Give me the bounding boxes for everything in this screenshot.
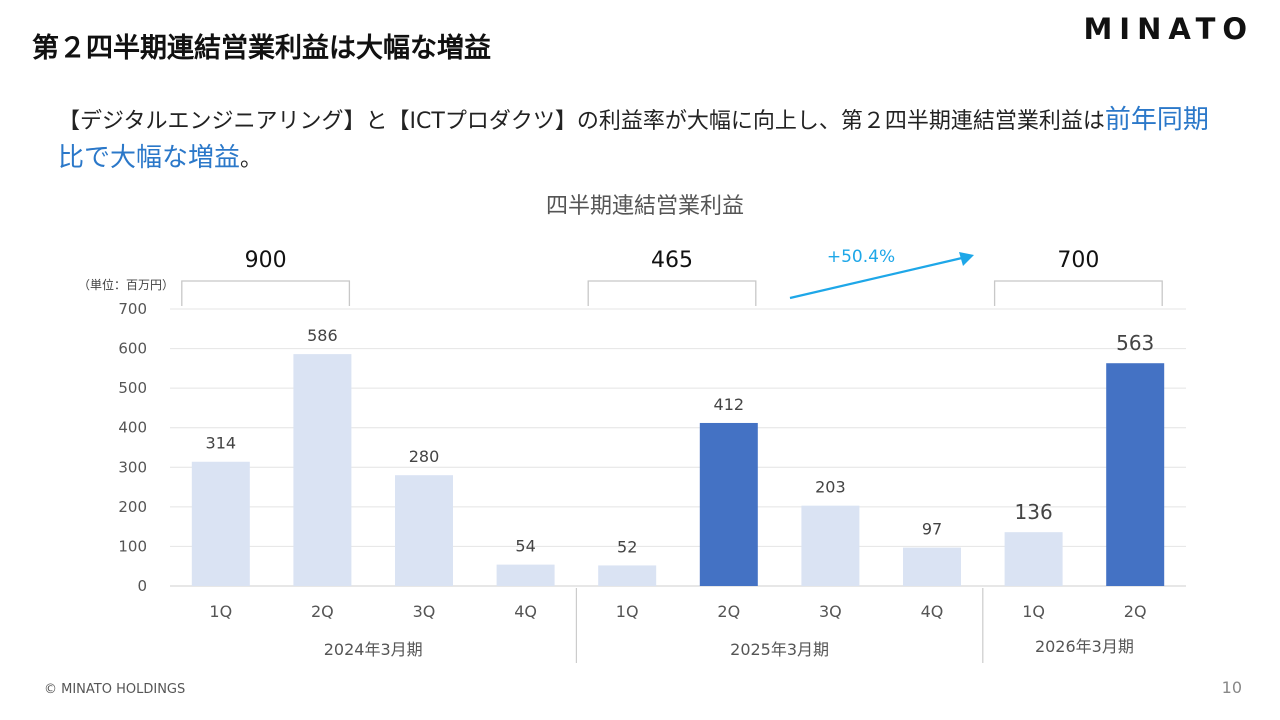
bar	[598, 565, 657, 586]
unit-label: （単位：百万円）	[78, 278, 175, 292]
x-tick-label: 4Q	[514, 602, 537, 621]
bar	[801, 505, 860, 586]
bar	[1106, 363, 1165, 586]
x-tick-label: 3Q	[819, 602, 842, 621]
y-tick-label: 500	[118, 379, 147, 397]
data-label: 586	[307, 326, 338, 345]
group-label: 2024年3月期	[324, 640, 423, 659]
x-tick-label: 2Q	[1124, 602, 1147, 621]
x-tick-label: 2Q	[717, 602, 740, 621]
data-label: 97	[922, 520, 942, 539]
x-tick-label: 4Q	[921, 602, 944, 621]
copyright: © MINATO HOLDINGS	[44, 682, 186, 697]
half-year-total: 700	[1057, 248, 1099, 273]
lead-text-body: 【デジタルエンジニアリング】と【ICTプロダクツ】の利益率が大幅に向上し、第２四…	[58, 109, 1105, 134]
bar	[395, 475, 453, 586]
lead-text-end: 。	[240, 147, 263, 172]
chart-title: 四半期連結営業利益	[545, 194, 744, 219]
page-number: 10	[1221, 678, 1242, 697]
growth-arrow-head	[959, 252, 974, 266]
bar	[1004, 532, 1063, 586]
bar	[496, 564, 555, 586]
company-logo: MINATO	[1083, 12, 1254, 46]
growth-arrow-line	[789, 256, 963, 300]
data-label: 203	[815, 478, 846, 497]
x-tick-label: 1Q	[1022, 602, 1045, 621]
half-year-total: 465	[651, 248, 693, 273]
lead-highlight: 前年同期比で大幅な増益	[58, 105, 1209, 173]
data-label: 412	[714, 395, 745, 414]
y-tick-label: 0	[137, 577, 147, 595]
data-label: 136	[1015, 500, 1053, 524]
x-tick-label: 3Q	[413, 602, 436, 621]
lead-text: 【デジタルエンジニアリング】と【ICTプロダクツ】の利益率が大幅に向上し、第２四…	[58, 102, 1218, 178]
y-tick-label: 700	[118, 300, 147, 318]
x-tick-label: 2Q	[311, 602, 334, 621]
y-tick-label: 400	[118, 419, 147, 437]
y-tick-label: 600	[118, 340, 147, 358]
x-tick-label: 1Q	[209, 602, 232, 621]
data-label: 314	[206, 434, 237, 453]
group-label: 2025年3月期	[730, 640, 829, 659]
data-label: 563	[1116, 331, 1154, 355]
bar	[699, 422, 758, 586]
y-tick-label: 100	[118, 537, 147, 555]
data-label: 52	[617, 537, 637, 556]
data-label: 54	[515, 537, 535, 556]
bar	[293, 354, 352, 586]
x-tick-label: 1Q	[616, 602, 639, 621]
total-bracket	[587, 280, 757, 306]
group-label: 2026年3月期	[1035, 637, 1134, 656]
page-title: 第２四半期連結営業利益は大幅な増益	[32, 33, 491, 64]
growth-label: +50.4%	[827, 247, 895, 267]
data-label: 280	[409, 447, 440, 466]
bar	[191, 461, 250, 586]
total-bracket	[993, 280, 1163, 306]
total-bracket	[181, 280, 351, 306]
y-tick-label: 200	[118, 498, 147, 516]
y-tick-label: 300	[118, 458, 147, 476]
half-year-total: 900	[245, 248, 287, 273]
bar	[903, 547, 961, 586]
